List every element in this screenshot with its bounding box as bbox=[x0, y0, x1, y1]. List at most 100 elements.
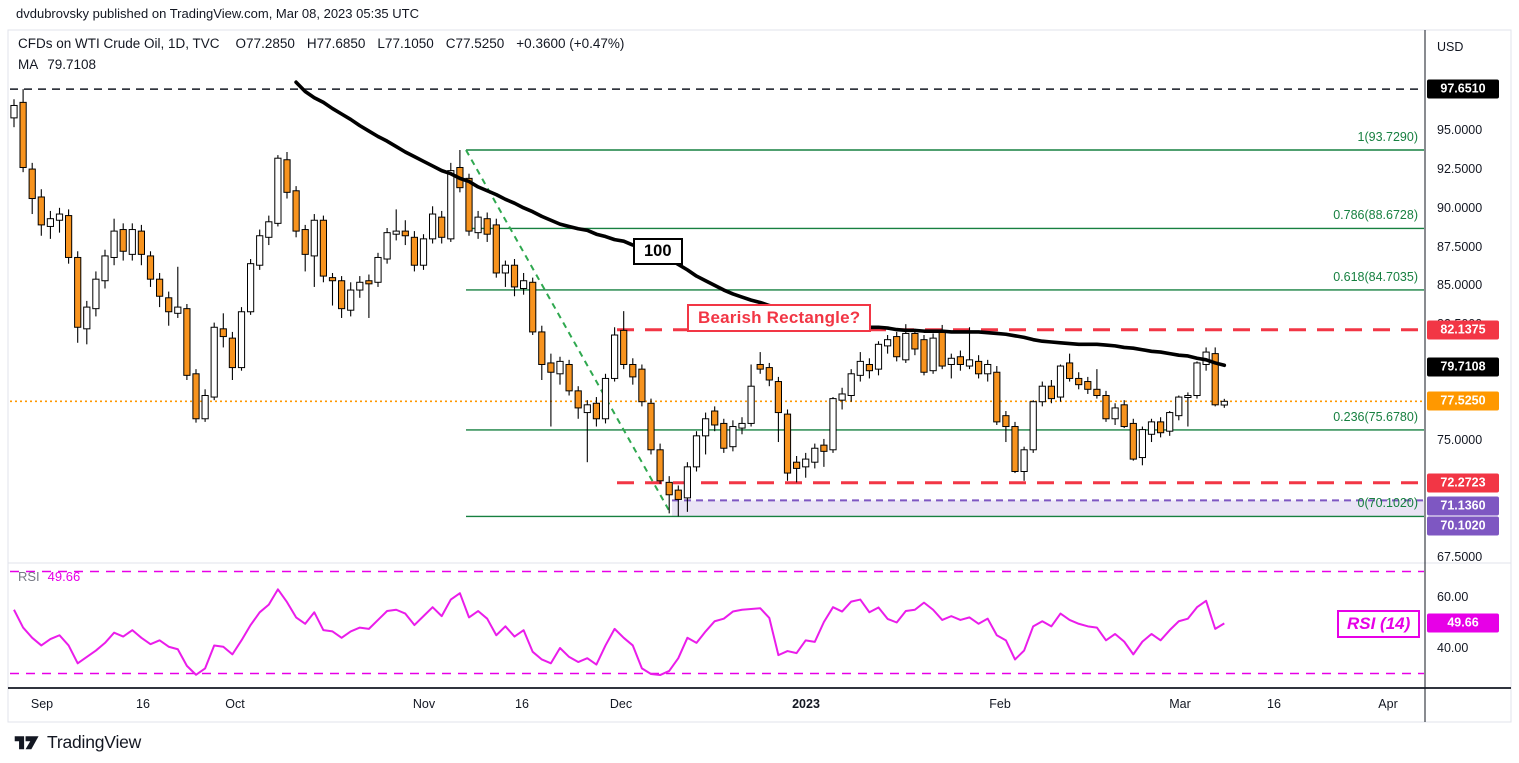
candle-body bbox=[110, 230, 118, 258]
rsi-axis-tick: 60.00 bbox=[1437, 590, 1469, 604]
rsi-tag-label[interactable]: RSI (14) bbox=[1337, 610, 1421, 638]
fib-level-label: 0.786(88.6728) bbox=[1333, 208, 1418, 223]
candle-body bbox=[1029, 401, 1037, 451]
quote-change: +0.3600 (+0.47%) bbox=[516, 36, 625, 51]
candle-body bbox=[711, 410, 719, 426]
candle-body bbox=[46, 218, 54, 227]
candle-body bbox=[1220, 400, 1228, 406]
candle-body bbox=[692, 435, 701, 468]
candle-body bbox=[783, 413, 792, 474]
candle-body bbox=[283, 159, 291, 193]
candle-body bbox=[1075, 377, 1083, 386]
chart-border bbox=[7, 29, 1512, 723]
candle-body bbox=[702, 418, 710, 437]
candle-body bbox=[292, 190, 300, 232]
candle-body bbox=[165, 297, 173, 313]
date-axis-tick[interactable]: Feb bbox=[989, 697, 1011, 711]
date-axis-tick[interactable]: Mar bbox=[1169, 697, 1191, 711]
date-axis-tick[interactable]: Sep bbox=[30, 697, 54, 711]
date-axis-tick[interactable]: Nov bbox=[412, 697, 436, 711]
rsi-label[interactable]: RSI bbox=[18, 569, 40, 584]
candle-body bbox=[756, 363, 764, 370]
candle-body bbox=[902, 332, 910, 361]
candle-body bbox=[1102, 395, 1110, 420]
candle-body bbox=[538, 331, 546, 365]
symbol-title[interactable]: CFDs on WTI Crude Oil, 1D, TVC bbox=[18, 36, 220, 51]
date-axis-tick[interactable]: 16 bbox=[1267, 697, 1281, 711]
candle-body bbox=[365, 280, 373, 285]
date-axis-tick[interactable]: 16 bbox=[515, 697, 529, 711]
publish-note: dvdubrovsky published on TradingView.com… bbox=[16, 6, 419, 21]
candle-body bbox=[419, 238, 428, 266]
price-axis-tick: 75.0000 bbox=[1437, 433, 1483, 448]
candle-body bbox=[1093, 388, 1101, 397]
ma-label[interactable]: MA bbox=[18, 57, 39, 72]
ma-line bbox=[294, 80, 1227, 368]
candle-body bbox=[1138, 429, 1147, 459]
candle-body bbox=[811, 447, 819, 463]
candle-body bbox=[874, 343, 883, 370]
fib-level-label: 0.618(84.7035) bbox=[1333, 269, 1418, 284]
candle-body bbox=[765, 367, 773, 381]
candle-body bbox=[1147, 421, 1156, 435]
candle-body bbox=[911, 332, 919, 350]
candle-body bbox=[1211, 353, 1219, 406]
candle-body bbox=[237, 311, 246, 369]
candle-body bbox=[429, 213, 437, 240]
fib-level-label: 0.236(75.6780) bbox=[1333, 409, 1418, 424]
date-axis-tick[interactable]: Apr bbox=[1378, 697, 1398, 711]
candle-body bbox=[465, 177, 473, 232]
rsi-line bbox=[13, 588, 1225, 677]
fib-level-label: 0(70.1020) bbox=[1357, 496, 1418, 511]
date-axis-tick[interactable]: Dec bbox=[609, 697, 633, 711]
candle-body bbox=[565, 363, 573, 392]
candle-body bbox=[83, 306, 91, 330]
candle-body bbox=[192, 373, 200, 420]
candle-body bbox=[265, 221, 273, 238]
price-axis-tick: 67.5000 bbox=[1437, 549, 1483, 564]
candle-body bbox=[975, 360, 983, 375]
candle-body bbox=[529, 281, 537, 333]
candle-body bbox=[720, 422, 728, 449]
candle-body bbox=[520, 280, 528, 289]
price-badge: 72.2723 bbox=[1427, 473, 1499, 493]
ma-tag-label[interactable]: 100 bbox=[633, 238, 683, 265]
rsi-value: 49.66 bbox=[47, 569, 81, 584]
candle-body bbox=[228, 337, 237, 369]
candle-body bbox=[674, 489, 682, 500]
candle-body bbox=[92, 278, 100, 310]
tradingview-logo-text: TradingView bbox=[47, 731, 142, 752]
candle-body bbox=[256, 235, 264, 266]
candle-body bbox=[55, 213, 64, 221]
candle-body bbox=[156, 278, 164, 297]
date-axis-tick[interactable]: 2023 bbox=[792, 697, 820, 711]
tradingview-logo[interactable]: TradingView bbox=[14, 731, 141, 753]
candle-body bbox=[638, 368, 646, 403]
candle-body bbox=[438, 216, 446, 238]
candle-body bbox=[492, 224, 500, 274]
date-axis-tick[interactable]: Oct bbox=[225, 697, 245, 711]
candle-body bbox=[620, 329, 628, 365]
price-badge: 82.1375 bbox=[1427, 320, 1499, 340]
candle-body bbox=[219, 328, 227, 338]
candle-body bbox=[629, 363, 637, 378]
quote-close: C77.5250 bbox=[445, 36, 505, 51]
candle-body bbox=[119, 229, 127, 252]
candle-body bbox=[1166, 412, 1174, 432]
candle-body bbox=[137, 230, 146, 255]
candle-body bbox=[1066, 362, 1074, 379]
candle-body bbox=[656, 449, 664, 482]
candle-body bbox=[328, 277, 337, 282]
candle-body bbox=[347, 289, 355, 311]
date-axis-tick[interactable]: 16 bbox=[136, 697, 150, 711]
bearish-rectangle-label[interactable]: Bearish Rectangle? bbox=[687, 304, 872, 332]
candle-body bbox=[829, 398, 837, 451]
price-axis-tick: 90.0000 bbox=[1437, 200, 1483, 215]
candle-body bbox=[1193, 362, 1201, 397]
candle-body bbox=[10, 104, 18, 119]
candle-body bbox=[392, 230, 400, 235]
candle-body bbox=[374, 256, 382, 283]
symbol-header: CFDs on WTI Crude Oil, 1D, TVC O77.2850 … bbox=[18, 36, 624, 51]
